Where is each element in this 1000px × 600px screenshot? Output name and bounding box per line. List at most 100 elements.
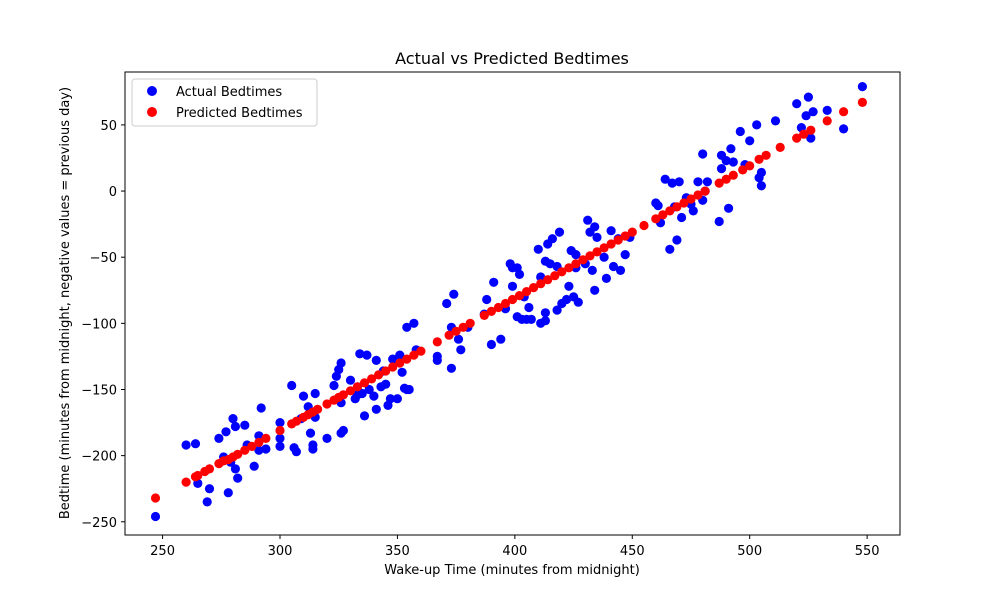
data-point-predicted xyxy=(658,210,668,220)
data-point-actual xyxy=(249,461,259,471)
data-point-predicted xyxy=(432,337,442,347)
legend-box xyxy=(131,78,318,127)
data-point-predicted xyxy=(465,318,475,328)
data-point-actual xyxy=(606,226,616,236)
data-point-predicted xyxy=(564,263,574,273)
data-point-predicted xyxy=(714,178,724,188)
data-point-actual xyxy=(693,177,703,187)
x-tick-label: 350 xyxy=(385,544,410,559)
x-tick-label: 550 xyxy=(855,544,880,559)
data-point-actual xyxy=(571,250,581,260)
data-point-actual xyxy=(453,334,464,344)
data-point-predicted xyxy=(775,142,785,152)
data-point-predicted xyxy=(728,170,738,180)
data-point-actual xyxy=(240,420,250,430)
series-actual xyxy=(150,82,868,522)
data-point-actual xyxy=(214,433,224,443)
data-point-actual xyxy=(369,391,379,401)
data-point-actual xyxy=(362,350,372,360)
data-point-actual xyxy=(310,388,320,399)
data-point-actual xyxy=(287,380,297,391)
data-point-actual xyxy=(724,203,734,213)
data-point-actual xyxy=(716,164,727,174)
data-point-predicted xyxy=(402,354,412,364)
data-point-actual xyxy=(355,349,365,359)
data-point-actual xyxy=(608,261,619,272)
data-point-actual xyxy=(660,174,670,184)
data-point-predicted xyxy=(536,279,546,289)
x-tick-label: 400 xyxy=(502,544,527,559)
data-point-predicted xyxy=(665,206,675,216)
data-point-predicted xyxy=(500,298,511,309)
data-point-predicted xyxy=(247,441,257,451)
data-point-actual xyxy=(721,156,731,166)
data-point-predicted xyxy=(240,445,250,455)
data-point-actual xyxy=(275,418,285,428)
data-point-predicted xyxy=(458,322,468,332)
data-point-actual xyxy=(540,316,551,326)
data-point-actual xyxy=(204,484,215,494)
data-point-actual xyxy=(275,433,285,443)
data-point-predicted xyxy=(522,287,532,297)
data-point-actual xyxy=(489,277,499,287)
data-point-predicted xyxy=(592,247,602,257)
data-point-predicted xyxy=(367,374,377,384)
data-point-actual xyxy=(338,425,348,436)
data-point-predicted xyxy=(754,154,764,164)
data-point-actual xyxy=(371,355,381,365)
data-point-predicted xyxy=(585,251,595,261)
data-point-actual xyxy=(305,428,316,438)
data-point-actual xyxy=(592,232,602,242)
data-point-predicted xyxy=(806,125,816,135)
data-point-actual xyxy=(756,181,767,191)
legend-label-actual: Actual Bedtimes xyxy=(176,85,282,100)
data-point-predicted xyxy=(792,133,802,143)
data-point-actual xyxy=(808,107,818,117)
data-point-predicted xyxy=(857,97,868,107)
plot-area-frame xyxy=(124,71,901,536)
data-point-predicted xyxy=(822,116,832,126)
x-tick-label: 450 xyxy=(620,544,645,559)
data-point-actual xyxy=(392,394,402,404)
data-point-actual xyxy=(599,252,609,262)
data-point-actual xyxy=(381,379,391,389)
data-point-actual xyxy=(181,440,191,450)
y-tick-label: −200 xyxy=(81,450,117,465)
data-point-predicted xyxy=(416,346,426,356)
data-point-actual xyxy=(822,105,832,115)
y-tick-label: −250 xyxy=(81,516,117,531)
data-point-predicted xyxy=(338,390,348,400)
data-point-predicted xyxy=(444,330,454,340)
data-point-predicted xyxy=(261,433,271,443)
data-point-predicted xyxy=(700,186,710,196)
data-point-actual xyxy=(233,473,243,483)
data-point-actual xyxy=(735,126,745,137)
data-point-actual xyxy=(688,206,698,216)
data-point-predicted xyxy=(693,190,703,200)
y-tick-label: −150 xyxy=(81,383,117,398)
data-point-actual xyxy=(291,447,301,457)
data-point-actual xyxy=(446,363,456,373)
data-point-actual xyxy=(230,464,240,474)
data-point-actual xyxy=(371,404,381,414)
data-point-actual xyxy=(397,367,407,377)
x-tick-label: 300 xyxy=(268,544,293,559)
data-point-actual xyxy=(770,116,781,126)
data-point-predicted xyxy=(374,370,384,380)
data-point-actual xyxy=(254,431,264,441)
data-point-predicted xyxy=(388,362,398,372)
data-point-predicted xyxy=(599,243,609,253)
data-point-predicted xyxy=(686,194,696,204)
data-point-predicted xyxy=(550,271,560,281)
data-point-actual xyxy=(545,259,555,269)
data-point-actual xyxy=(590,222,600,232)
data-point-actual xyxy=(536,272,546,282)
data-point-predicted xyxy=(254,437,264,447)
data-point-actual xyxy=(298,391,309,401)
data-point-actual xyxy=(540,308,551,318)
data-point-actual xyxy=(395,350,405,360)
data-point-actual xyxy=(409,318,419,328)
data-point-actual xyxy=(620,250,630,260)
data-point-predicted xyxy=(627,227,637,237)
